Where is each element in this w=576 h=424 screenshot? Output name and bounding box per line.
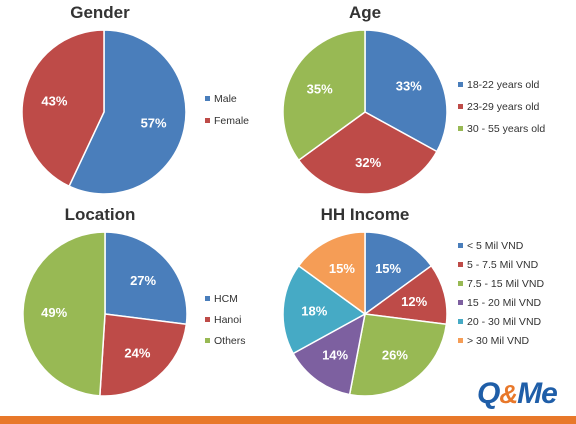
- legend-swatch-30-55-years-old: [458, 126, 463, 131]
- legend-swatch-hanoi: [205, 317, 210, 322]
- pie-chart-location: Location 27% 24% 49% HCM Hanoi Others: [22, 205, 246, 397]
- slice-label-30-55-years-old: 35%: [307, 81, 333, 96]
- legend: 18-22 years old 23-29 years old 30 - 55 ye…: [458, 79, 545, 135]
- legend-label-20-30-mil-vnd: 20 - 30 Mil VND: [467, 316, 542, 328]
- chart-title: Gender: [70, 3, 130, 22]
- slice-label-5-7-5-mil-vnd: 12%: [401, 294, 427, 309]
- pie-slice-others: [22, 231, 106, 397]
- pie-slice-7-5-15-mil-vnd: [348, 313, 448, 397]
- legend-label-23-29-years-old: 23-29 years old: [467, 101, 540, 113]
- legend-label-hcm: HCM: [214, 293, 238, 305]
- legend: < 5 Mil VND 5 - 7.5 Mil VND 7.5 - 15 Mil V…: [458, 240, 544, 347]
- chart-title: Location: [65, 205, 136, 224]
- legend: HCM Hanoi Others: [205, 293, 246, 347]
- slice-label-others: 49%: [41, 305, 67, 320]
- pie-slice-female: [21, 29, 105, 188]
- legend-label-7-5-15-mil-vnd: 7.5 - 15 Mil VND: [467, 278, 544, 290]
- legend-label-15-20-mil-vnd: 15 - 20 Mil VND: [467, 297, 542, 309]
- slice-label-7-5-15-mil-vnd: 26%: [382, 348, 408, 363]
- pie-slice-15-20-mil-vnd: [292, 312, 367, 396]
- pie-chart-gender: Gender 57% 43% Male Female: [21, 3, 249, 195]
- legend-label-female: Female: [214, 115, 249, 127]
- slice-label-hanoi: 24%: [124, 346, 150, 361]
- slice-label-23-29-years-old: 32%: [355, 155, 381, 170]
- legend-swatch-hcm: [205, 296, 210, 301]
- chart-title: Age: [349, 3, 381, 22]
- chart-title: HH Income: [321, 205, 410, 224]
- slice-label-female: 43%: [41, 93, 67, 108]
- legend-swatch-18-22-years-old: [458, 82, 463, 87]
- slice-label-20-30-mil-vnd: 18%: [301, 303, 327, 318]
- pie-slice-30-mil-vnd: [297, 231, 366, 316]
- legend-label-30-mil-vnd: > 30 Mil VND: [467, 335, 530, 347]
- slice-label-30-mil-vnd: 15%: [329, 261, 355, 276]
- qme-logo: Q & Me: [477, 377, 558, 413]
- pie-slice-hanoi: [99, 313, 188, 397]
- legend-swatch-23-29-years-old: [458, 104, 463, 109]
- legend-label-18-22-years-old: 18-22 years old: [467, 79, 540, 91]
- legend-swatch-15-20-mil-vnd: [458, 300, 463, 305]
- legend-label-5-mil-vnd: < 5 Mil VND: [467, 240, 524, 252]
- legend-label-5-7-5-mil-vnd: 5 - 7.5 Mil VND: [467, 259, 539, 271]
- legend-swatch-others: [205, 338, 210, 343]
- slice-label-18-22-years-old: 33%: [396, 79, 422, 94]
- pie-slice-30-55-years-old: [282, 29, 366, 162]
- legend-swatch-20-30-mil-vnd: [458, 319, 463, 324]
- legend-label-male: Male: [214, 93, 237, 105]
- pie-slice-18-22-years-old: [364, 29, 448, 153]
- logo-me: Me: [517, 377, 558, 410]
- legend-label-hanoi: Hanoi: [214, 314, 241, 326]
- legend-swatch-30-mil-vnd: [458, 338, 463, 343]
- legend-swatch-5-7-5-mil-vnd: [458, 262, 463, 267]
- pie-slice-23-29-years-old: [297, 111, 438, 195]
- logo-ampersand: &: [499, 379, 518, 409]
- legend-label-30-55-years-old: 30 - 55 years old: [467, 123, 545, 135]
- bottom-accent-bar: [0, 416, 576, 424]
- pie-slice-male: [68, 29, 187, 195]
- logo-q: Q: [477, 377, 500, 410]
- slice-label-5-mil-vnd: 15%: [375, 261, 401, 276]
- pie-chart-age: Age 33% 32% 35% 18-22 years old 23-29 years o…: [282, 3, 545, 195]
- slice-label-15-20-mil-vnd: 14%: [322, 348, 348, 363]
- slice-label-male: 57%: [141, 116, 167, 131]
- slice-label-hcm: 27%: [130, 273, 156, 288]
- pie-slice-5-mil-vnd: [364, 231, 433, 316]
- legend-label-others: Others: [214, 335, 246, 347]
- legend-swatch-7-5-15-mil-vnd: [458, 281, 463, 286]
- pie-slice-5-7-5-mil-vnd: [363, 264, 448, 326]
- pie-slice-20-30-mil-vnd: [282, 264, 367, 355]
- pie-slice-hcm: [104, 231, 188, 326]
- legend-swatch-female: [205, 118, 210, 123]
- pie-chart-hh-income: HH Income 15% 12% 26% 14% 18% 15% < 5 Mil VND 5 …: [282, 205, 544, 397]
- legend-swatch-5-mil-vnd: [458, 243, 463, 248]
- legend-swatch-male: [205, 96, 210, 101]
- legend: Male Female: [205, 93, 249, 127]
